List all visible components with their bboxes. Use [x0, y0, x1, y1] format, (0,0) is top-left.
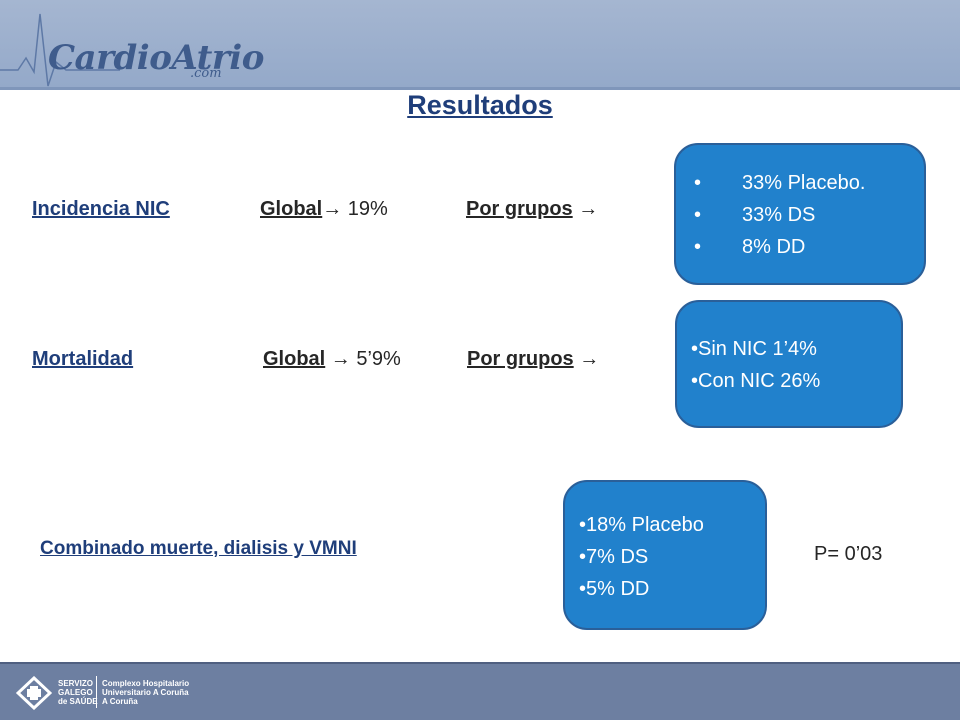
arrow-icon: → — [579, 348, 600, 370]
incidencia-label: Incidencia NIC — [32, 198, 170, 220]
global-label: Global — [263, 348, 326, 370]
header-band — [0, 0, 960, 87]
mortalidad-label: Mortalidad — [32, 348, 134, 370]
list-item: 8% DD — [694, 231, 924, 263]
arrow-icon: → — [322, 198, 343, 220]
combinado-label: Combinado muerte, dialisis y VMNI — [40, 538, 357, 559]
list-item: 7% DS — [579, 541, 765, 573]
footer-org-line: SERVIZO — [58, 679, 93, 688]
list-item: 5% DD — [579, 573, 765, 605]
logo-subtext: .com — [190, 66, 222, 81]
footer-hospital-line: A Coruña — [102, 697, 138, 706]
footer-hospital-line: Complexo Hospitalario — [102, 679, 190, 688]
footer-rule — [0, 662, 960, 664]
p-value: P= 0’03 — [814, 543, 883, 565]
footer-hospital-line: Universitario A Coruña — [102, 688, 189, 697]
footer-org-line: GALEGO — [58, 688, 93, 697]
mortalidad-global: Global → 5’9% — [263, 348, 401, 371]
groups-label: Por grupos — [467, 348, 574, 370]
header-rule — [0, 87, 960, 90]
logo-text: CardioAtrio — [48, 38, 264, 78]
groups-label: Por grupos — [466, 198, 573, 220]
incidencia-groups-box: 33% Placebo. 33% DS 8% DD — [674, 143, 926, 285]
list-item: Con NIC 26% — [691, 365, 901, 397]
list-item: Sin NIC 1’4% — [691, 333, 901, 365]
sergas-emblem-icon — [16, 676, 52, 710]
list-item: 18% Placebo — [579, 509, 765, 541]
list-item: 33% Placebo. — [694, 167, 924, 199]
footer-band — [0, 662, 960, 720]
mortalidad-groups-box: Sin NIC 1’4% Con NIC 26% — [675, 300, 903, 428]
list-item: 33% DS — [694, 199, 924, 231]
ecg-line-icon — [0, 13, 120, 87]
arrow-icon: → — [578, 198, 599, 220]
combinado-groups-box: 18% Placebo 7% DS 5% DD — [563, 480, 767, 630]
arrow-icon: → — [330, 348, 351, 370]
incidencia-groups: Por grupos → — [466, 198, 598, 221]
footer-org-line: de SAÚDE — [58, 697, 98, 706]
global-label: Global — [260, 198, 323, 220]
global-value: 19% — [342, 198, 388, 220]
footer-org: SERVIZO GALEGO de SAÚDE — [58, 679, 98, 706]
incidencia-global: Global→ 19% — [260, 198, 388, 221]
global-value: 5’9% — [350, 348, 401, 370]
footer-hospital: Complexo Hospitalario Universitario A Co… — [102, 679, 189, 706]
footer-divider — [96, 676, 97, 708]
mortalidad-groups: Por grupos → — [467, 348, 599, 371]
slide-title: Resultados — [407, 90, 553, 120]
